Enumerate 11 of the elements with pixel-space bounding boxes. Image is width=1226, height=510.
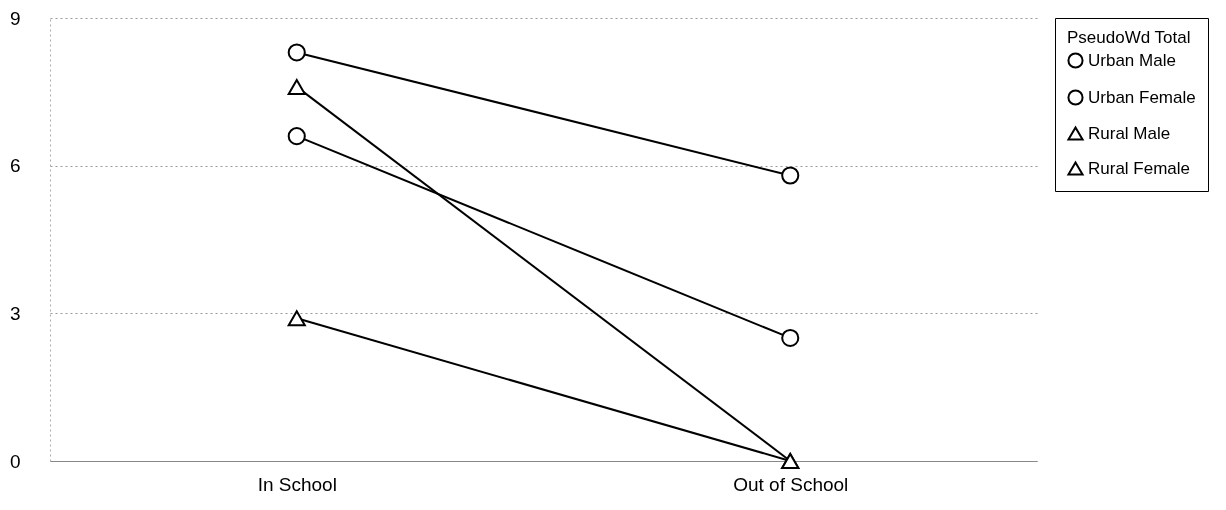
legend-label: Urban Female xyxy=(1088,87,1196,107)
x-tick-label: In School xyxy=(257,473,337,495)
legend-label: Urban Male xyxy=(1088,50,1176,70)
y-tick-label: 3 xyxy=(9,302,21,324)
legend-label: Rural Male xyxy=(1088,123,1171,143)
legend-title: PseudoWd Total xyxy=(1067,28,1191,47)
legend-label: Rural Female xyxy=(1088,158,1191,178)
y-tick-label: 9 xyxy=(9,7,21,29)
y-tick-label: 6 xyxy=(9,155,21,177)
x-tick-label: Out of School xyxy=(733,473,849,495)
y-tick-label: 0 xyxy=(9,450,21,472)
